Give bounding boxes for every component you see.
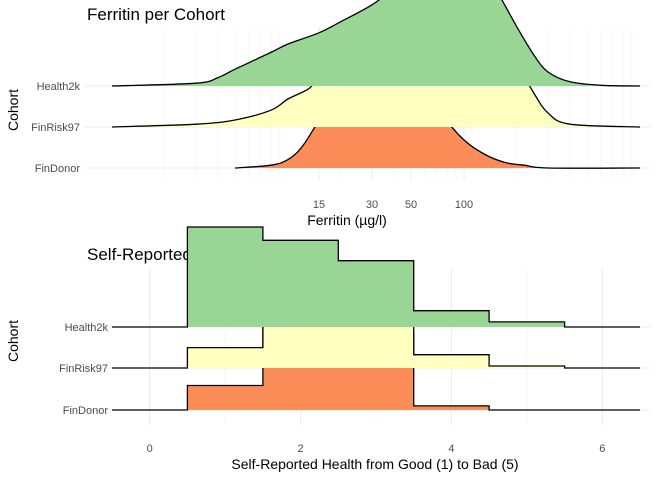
- ferritin-ridge-fill-health2k: [112, 0, 640, 86]
- health-x-tick-label: 0: [147, 443, 153, 455]
- ferritin-y-tick-finrisk97: FinRisk97: [31, 122, 80, 134]
- health-ridge-line-health2k: [112, 226, 640, 328]
- health-panel: Self-Reported Health per Cohort FinDonor…: [5, 226, 650, 472]
- health-y-tick-health2k: Health2k: [65, 322, 109, 334]
- ferritin-y-tick-findonor: FinDonor: [35, 163, 81, 175]
- health-x-tick-label: 4: [448, 443, 454, 455]
- health-y-tick-findonor: FinDonor: [63, 405, 109, 417]
- health-x-tick-label: 2: [298, 443, 304, 455]
- health-x-tick-label: 6: [599, 443, 605, 455]
- ferritin-x-tick-label: 50: [405, 199, 417, 211]
- ferritin-y-tick-health2k: Health2k: [37, 81, 81, 93]
- ferritin-x-tick-label: 30: [366, 199, 378, 211]
- ferritin-y-ticks: FinDonor FinRisk97 Health2k: [31, 81, 80, 175]
- health-ridges: [112, 226, 640, 411]
- ferritin-ridges: [111, 0, 641, 169]
- ferritin-x-ticks: 15 30 50 100: [313, 199, 473, 211]
- ferritin-ridge-line-health2k: [111, 0, 641, 87]
- ferritin-y-axis-title: Cohort: [5, 89, 21, 131]
- ferritin-x-axis-title: Ferritin (µg/l): [307, 212, 387, 228]
- health-ridge-fill-health2k: [112, 227, 640, 327]
- health-x-ticks: 0 2 4 6: [147, 443, 606, 455]
- ferritin-title: Ferritin per Cohort: [87, 5, 225, 24]
- health-y-tick-finrisk97: FinRisk97: [59, 363, 108, 375]
- ferritin-x-tick-label: 15: [313, 199, 325, 211]
- health-x-axis-title: Self-Reported Health from Good (1) to Ba…: [231, 456, 518, 472]
- ferritin-panel: Ferritin per Cohort FinDonor FinRisk97 Hea…: [5, 0, 650, 228]
- ferritin-x-tick-label: 100: [455, 199, 473, 211]
- health-y-axis-title: Cohort: [5, 320, 21, 362]
- health-y-ticks: FinDonor FinRisk97 Health2k: [59, 322, 108, 417]
- health-ridge-fill-finrisk97: [112, 304, 640, 368]
